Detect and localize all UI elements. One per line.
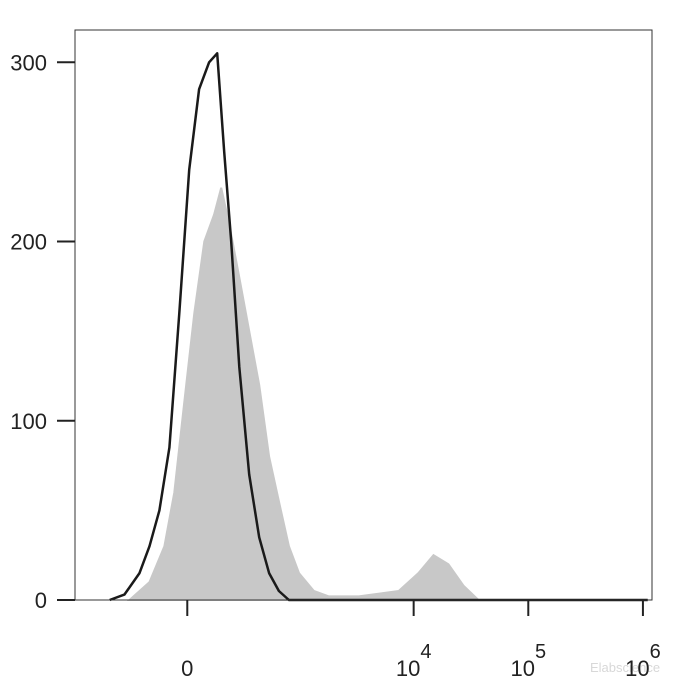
y-tick-label: 100 (10, 409, 47, 434)
x-tick-label: 106 (625, 641, 661, 681)
x-tick-base: 10 (510, 656, 534, 681)
x-tick-label: 105 (510, 641, 546, 681)
histogram-line (109, 52, 648, 602)
x-tick-base: 0 (181, 656, 193, 681)
plot-frame (74, 29, 653, 601)
x-tick-label: 0 (181, 656, 193, 681)
x-tick-exponent: 6 (650, 641, 661, 663)
x-tick-base: 10 (625, 656, 649, 681)
watermark: Elabscience (590, 660, 660, 675)
y-tick-label: 200 (10, 230, 47, 255)
x-tick-exponent: 4 (420, 641, 431, 663)
x-tick-label: 104 (396, 641, 432, 681)
x-tick-base: 10 (396, 656, 420, 681)
histogram-area (126, 187, 648, 601)
y-tick-label: 0 (35, 588, 47, 613)
plot-area (109, 52, 648, 602)
x-tick-exponent: 5 (535, 641, 546, 663)
y-tick-label: 300 (10, 50, 47, 75)
